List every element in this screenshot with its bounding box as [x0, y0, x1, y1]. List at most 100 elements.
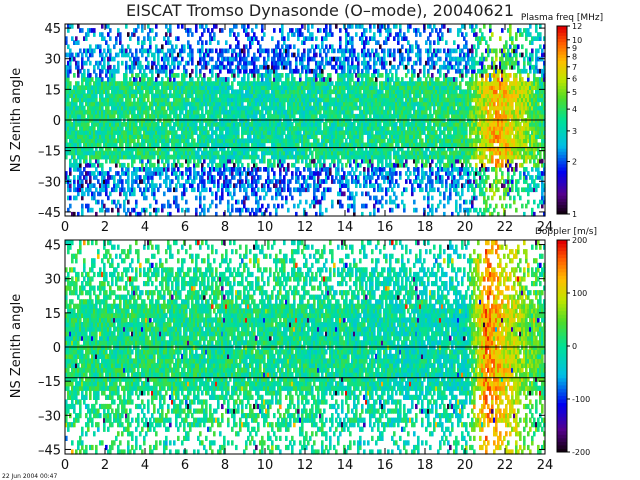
heatmap-cell: [191, 101, 194, 107]
heatmap-cell: [273, 183, 276, 188]
heatmap-cell: [261, 130, 264, 135]
heatmap-cell: [307, 85, 310, 90]
heatmap-cell: [375, 93, 378, 99]
heatmap-cell: [73, 195, 76, 201]
heatmap-cell: [149, 36, 152, 41]
heatmap-cell: [135, 122, 138, 127]
heatmap-cell: [363, 32, 366, 37]
heatmap-cell: [331, 138, 334, 144]
heatmap-cell: [73, 85, 76, 90]
heatmap-cell: [325, 89, 328, 95]
heatmap-cell: [81, 138, 84, 144]
heatmap-cell: [181, 105, 184, 111]
heatmap-cell: [155, 85, 158, 90]
heatmap-cell: [115, 154, 118, 160]
heatmap-cell: [313, 183, 316, 188]
heatmap-cell: [115, 183, 118, 188]
heatmap-cell: [109, 85, 112, 90]
heatmap-cell: [367, 191, 370, 197]
heatmap-cell: [157, 73, 160, 78]
heatmap-cell: [219, 93, 222, 99]
heatmap-cell: [269, 146, 272, 152]
heatmap-cell: [77, 183, 80, 188]
heatmap-cell: [341, 81, 344, 86]
heatmap-cell: [349, 195, 352, 201]
heatmap-cell: [85, 134, 88, 139]
heatmap-cell: [67, 73, 70, 78]
heatmap-cell: [379, 146, 382, 152]
heatmap-cell: [309, 130, 312, 135]
heatmap-cell: [347, 109, 350, 115]
heatmap-cell: [349, 101, 352, 107]
heatmap-cell: [211, 97, 214, 103]
heatmap-cell: [371, 162, 374, 168]
heatmap-cell: [279, 167, 282, 172]
heatmap-cell: [87, 56, 90, 62]
heatmap-cell: [319, 60, 322, 66]
heatmap-cell: [207, 142, 210, 148]
heatmap-cell: [371, 93, 374, 99]
heatmap-cell: [223, 105, 226, 111]
heatmap-cell: [237, 101, 240, 107]
heatmap-cell: [385, 187, 388, 193]
heatmap-cell: [215, 191, 218, 197]
heatmap-cell: [153, 130, 156, 135]
heatmap-cell: [203, 150, 206, 156]
heatmap-cell: [373, 183, 376, 188]
heatmap-cell: [167, 187, 170, 193]
heatmap-cell: [153, 36, 156, 41]
heatmap-cell: [133, 134, 136, 139]
heatmap-cell: [101, 105, 104, 111]
heatmap-cell: [303, 138, 306, 144]
heatmap-cell: [251, 150, 254, 156]
heatmap-cell: [169, 24, 172, 29]
heatmap-cell: [71, 150, 74, 156]
heatmap-cell: [77, 64, 80, 70]
heatmap-cell: [303, 175, 306, 180]
heatmap-cell: [373, 150, 376, 156]
heatmap-cell: [83, 85, 86, 90]
heatmap-cell: [245, 93, 248, 99]
heatmap-cell: [267, 138, 270, 144]
heatmap-cell: [377, 24, 380, 29]
heatmap-cell: [301, 109, 304, 115]
heatmap-cell: [197, 101, 200, 107]
heatmap-cell: [243, 113, 246, 119]
heatmap-cell: [107, 183, 110, 188]
heatmap-cell: [321, 36, 324, 41]
heatmap-cell: [379, 81, 382, 86]
heatmap-cell: [333, 158, 336, 164]
heatmap-cell: [99, 142, 102, 148]
heatmap-cell: [289, 113, 292, 119]
heatmap-cell: [277, 203, 280, 209]
heatmap-cell: [93, 183, 96, 188]
heatmap-cell: [65, 113, 68, 119]
heatmap-cell: [355, 130, 358, 135]
heatmap-cell: [67, 44, 70, 50]
heatmap-cell: [211, 191, 214, 197]
heatmap-cell: [347, 126, 350, 131]
heatmap-cell: [193, 138, 196, 144]
heatmap-cell: [215, 60, 218, 66]
heatmap-cell: [143, 179, 146, 184]
heatmap-cell: [255, 171, 258, 176]
heatmap-cell: [257, 77, 260, 82]
heatmap-cell: [291, 142, 294, 148]
heatmap-cell: [291, 109, 294, 115]
heatmap-cell: [113, 68, 116, 74]
heatmap-cell: [87, 81, 90, 86]
heatmap-cell: [283, 167, 286, 172]
heatmap-cell: [131, 179, 134, 184]
heatmap-cell: [103, 150, 106, 156]
heatmap-cell: [315, 109, 318, 115]
heatmap-cell: [115, 171, 118, 176]
heatmap-cell: [229, 113, 232, 119]
heatmap-cell: [271, 101, 274, 107]
heatmap-cell: [213, 142, 216, 148]
heatmap-cell: [259, 73, 262, 78]
heatmap-cell: [277, 187, 280, 193]
heatmap-cell: [73, 105, 76, 111]
heatmap-cell: [163, 154, 166, 160]
heatmap-cell: [353, 97, 356, 103]
heatmap-cell: [287, 167, 290, 172]
